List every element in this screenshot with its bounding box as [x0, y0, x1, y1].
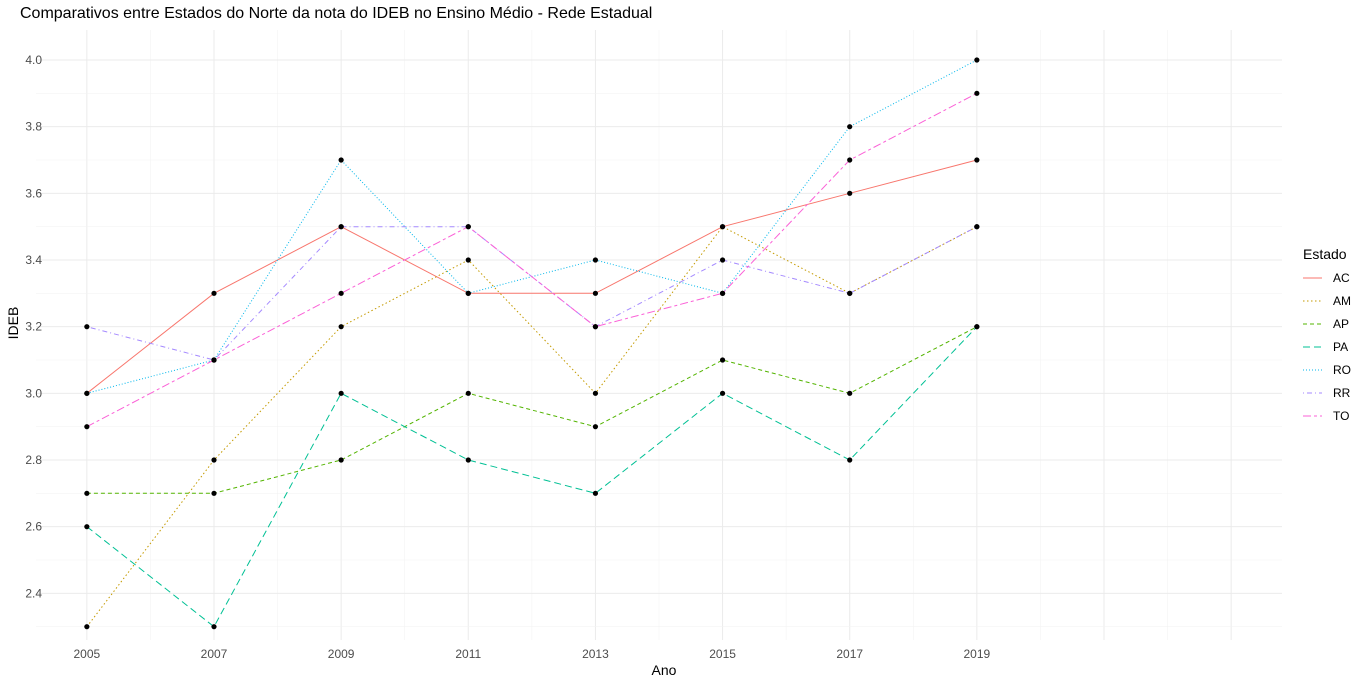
- data-point-ro: [84, 390, 90, 396]
- data-point-to: [338, 290, 344, 296]
- data-point-am: [84, 624, 90, 630]
- grid: [36, 30, 1282, 640]
- data-point-ac: [974, 157, 980, 163]
- y-tick-label: 3.2: [25, 320, 42, 334]
- data-point-pa: [974, 324, 980, 330]
- data-point-am: [338, 324, 344, 330]
- data-point-pa: [84, 524, 90, 530]
- data-point-pa: [211, 624, 217, 630]
- legend: Estado AC AM AP PA RO RR TO: [1303, 246, 1351, 423]
- y-tick-label: 2.8: [25, 453, 42, 467]
- y-tick-label: 3.6: [25, 186, 42, 200]
- data-point-ro: [465, 290, 471, 296]
- x-axis-ticks: 2005 2007 2009 2011 2013 2015 2017 2019: [74, 647, 991, 661]
- y-tick-label: 3.0: [25, 386, 42, 400]
- y-axis-title: IDEB: [5, 307, 21, 340]
- x-tick-label: 2017: [836, 647, 863, 661]
- data-point-ac: [847, 190, 853, 196]
- data-point-to: [211, 357, 217, 363]
- x-tick-label: 2015: [709, 647, 736, 661]
- data-point-to: [592, 324, 599, 330]
- series-line-am: [86, 226, 978, 628]
- data-point-am: [211, 457, 217, 463]
- data-point-ap: [84, 490, 90, 496]
- x-axis-title: Ano: [652, 662, 677, 678]
- data-point-pa: [465, 457, 471, 463]
- x-tick-label: 2013: [582, 647, 609, 661]
- data-point-am: [719, 224, 726, 230]
- y-tick-label: 2.6: [25, 520, 42, 534]
- y-axis-ticks: 2.4 2.6 2.8 3.0 3.2 3.4 3.6 3.8 4.0: [25, 53, 42, 600]
- data-point-rr: [84, 324, 90, 330]
- legend-label-ap: AP: [1333, 317, 1349, 331]
- x-tick-label: 2011: [455, 647, 481, 661]
- series-line-pa: [86, 326, 978, 628]
- y-tick-label: 3.4: [25, 253, 42, 267]
- data-point-ac: [211, 290, 217, 296]
- data-point-to: [719, 290, 726, 296]
- data-point-ap: [211, 490, 217, 496]
- x-tick-label: 2007: [201, 647, 228, 661]
- data-point-rr: [847, 290, 853, 296]
- data-point-rr: [974, 224, 980, 230]
- x-tick-label: 2019: [964, 647, 991, 661]
- data-point-ap: [592, 424, 599, 430]
- data-point-ap: [338, 457, 344, 463]
- data-point-ac: [592, 290, 599, 296]
- chart-title: Comparativos entre Estados do Norte da n…: [20, 5, 653, 22]
- legend-label-am: AM: [1333, 294, 1351, 308]
- data-point-to: [84, 424, 90, 430]
- legend-label-ro: RO: [1333, 363, 1351, 377]
- legend-label-pa: PA: [1333, 340, 1348, 354]
- data-point-ap: [465, 390, 471, 396]
- data-points: [84, 57, 980, 630]
- legend-label-rr: RR: [1333, 386, 1351, 400]
- data-point-am: [465, 257, 471, 263]
- series-line-ac: [86, 159, 978, 394]
- x-tick-label: 2009: [328, 647, 355, 661]
- data-point-to: [974, 90, 980, 96]
- data-point-rr: [338, 224, 344, 230]
- data-point-to: [465, 224, 471, 230]
- data-point-ro: [338, 157, 344, 163]
- data-point-pa: [592, 490, 599, 496]
- legend-label-to: TO: [1333, 409, 1349, 423]
- series-lines: [86, 59, 978, 628]
- legend-title: Estado: [1303, 246, 1347, 262]
- legend-label-ac: AC: [1333, 271, 1350, 285]
- data-point-ap: [847, 390, 853, 396]
- y-tick-label: 4.0: [25, 53, 42, 67]
- y-tick-label: 2.4: [25, 586, 42, 600]
- series-line-ap: [86, 326, 978, 494]
- series-line-to: [86, 92, 978, 428]
- data-point-ap: [719, 357, 726, 363]
- data-point-to: [847, 157, 853, 163]
- data-point-ro: [847, 124, 853, 130]
- data-point-rr: [719, 257, 726, 263]
- data-point-am: [592, 390, 599, 396]
- data-point-pa: [719, 390, 726, 396]
- data-point-pa: [338, 390, 344, 396]
- data-point-ro: [974, 57, 980, 63]
- data-point-pa: [847, 457, 853, 463]
- y-tick-label: 3.8: [25, 120, 42, 134]
- data-point-ro: [592, 257, 599, 263]
- x-tick-label: 2005: [74, 647, 101, 661]
